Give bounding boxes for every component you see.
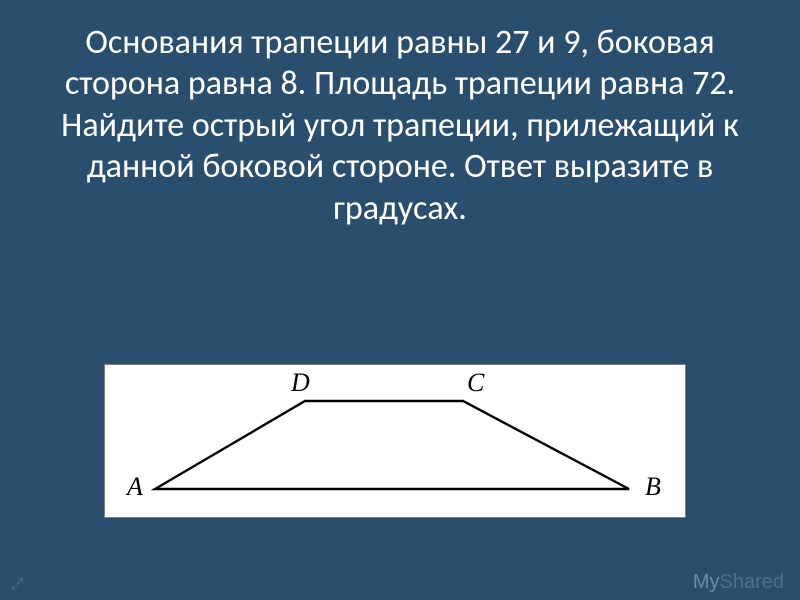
problem-statement: Основания трапеции равны 27 и 9, боковая… [30, 22, 770, 229]
trapezoid-figure: A B C D [104, 364, 686, 518]
slide: Основания трапеции равны 27 и 9, боковая… [0, 0, 800, 600]
watermark-prefix: My [693, 571, 720, 593]
vertex-label-a: A [125, 472, 143, 501]
watermark: MyShared [693, 571, 784, 594]
expand-glyph: ⤢ [11, 576, 24, 594]
vertex-label-b: B [645, 472, 661, 501]
vertex-label-c: C [467, 368, 485, 397]
title-text: Основания трапеции равны 27 и 9, боковая… [61, 22, 739, 229]
watermark-suffix: Shared [720, 571, 785, 593]
expand-icon[interactable]: ⤢ [8, 576, 26, 594]
vertex-label-d: D [290, 368, 310, 397]
trapezoid-svg: A B C D [105, 365, 685, 517]
trapezoid-shape [155, 401, 629, 489]
